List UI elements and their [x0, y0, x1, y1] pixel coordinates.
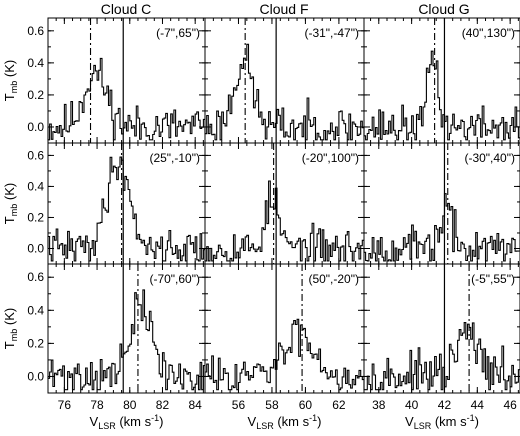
y-tick-label: 0.0	[27, 241, 44, 255]
x-axis-label-main: V	[405, 414, 414, 429]
x-axis-label-sup: -1	[309, 413, 317, 423]
spectrum-panel: (-5",55") 38 40 42 44 46	[363, 263, 520, 412]
position-label: (-30",40")	[464, 151, 515, 165]
spectrum-panel: (25",-10") 0.0 0.2 0.4 0.6	[27, 142, 206, 265]
x-axis-label-unit: (km s	[116, 414, 152, 429]
spectrum-trace	[204, 43, 364, 141]
y-tick-label: 0.6	[27, 24, 44, 38]
y-axis-label-sub: mb	[9, 81, 19, 94]
position-label: (-7",65")	[156, 26, 200, 40]
position-label: (50",-20")	[308, 272, 359, 286]
y-axis-label: Tmb (K)	[2, 308, 19, 349]
position-label: (-70",60")	[149, 272, 200, 286]
x-axis-label-main: V	[90, 414, 99, 429]
x-axis-label-sub: LSR	[414, 421, 432, 431]
x-axis-label: VLSR (km s-1)	[248, 413, 322, 431]
position-label: (40",130")	[462, 26, 515, 40]
spectrum-trace	[47, 289, 205, 391]
x-tick-label: 60	[299, 398, 313, 412]
x-tick-label: 46	[503, 398, 517, 412]
x-tick-label: 78	[90, 398, 104, 412]
y-axis-label: Tmb (K)	[2, 183, 19, 224]
x-tick-label: 76	[58, 398, 72, 412]
spectrum-trace	[204, 180, 364, 262]
x-tick-label: 84	[189, 398, 203, 412]
y-axis-label-main: T	[2, 216, 17, 224]
column-titles: Cloud C Cloud F Cloud G	[101, 1, 470, 17]
y-axis-label-sub: mb	[9, 329, 19, 342]
spectrum-trace	[363, 50, 520, 141]
x-axis-label: VLSR (km s-1)	[405, 413, 479, 431]
position-label: (-31",-47")	[304, 26, 359, 40]
spectrum-trace	[204, 318, 364, 391]
x-tick-label: 56	[232, 398, 246, 412]
spectrum-panel: (50",-20") 56 58 60 62	[204, 263, 365, 412]
column-title-cloud-f: Cloud F	[259, 1, 308, 17]
column-title-cloud-c: Cloud C	[101, 1, 152, 17]
x-axis-label-sup: -1	[151, 413, 159, 423]
y-axis-label-main: T	[2, 341, 17, 349]
x-tick-label: 80	[123, 398, 137, 412]
spectrum-panel: (-20",100")	[204, 142, 365, 265]
x-axis-label: VLSR (km s-1)	[90, 413, 164, 431]
x-axis-label-end: )	[159, 414, 163, 429]
x-tick-label: 38	[372, 398, 386, 412]
panel-frame	[363, 263, 520, 394]
spectrum-panel: (-7",65") 0.0 0.2 0.4 0.6	[27, 17, 206, 144]
y-axis-label-unit: (K)	[2, 308, 17, 329]
y-tick-label: 0.0	[27, 369, 44, 383]
x-tick-label: 58	[265, 398, 279, 412]
spectrum-panel: (-30",40")	[363, 142, 520, 265]
spectrum-trace	[363, 193, 520, 262]
x-axis-label-unit: (km s	[431, 414, 467, 429]
x-tick-label: 62	[332, 398, 346, 412]
x-axis-labels: VLSR (km s-1) VLSR (km s-1) VLSR (km s-1)	[90, 413, 479, 431]
x-axis-label-unit: (km s	[274, 414, 310, 429]
x-tick-label: 82	[156, 398, 170, 412]
x-axis-label-end: )	[475, 414, 479, 429]
spectrum-panel: (40",130")	[363, 17, 520, 144]
spectrum-trace	[363, 322, 520, 391]
spectrum-panel: (-31",-47")	[204, 17, 365, 144]
x-tick-label: 40	[405, 398, 419, 412]
x-axis-label-main: V	[248, 414, 257, 429]
y-axis-label-main: T	[2, 93, 17, 101]
position-label: (-20",100")	[302, 151, 359, 165]
y-tick-label: 0.6	[27, 270, 44, 284]
column-title-cloud-g: Cloud G	[418, 1, 469, 17]
position-label: (25",-10")	[149, 151, 200, 165]
spectrum-panels: (-7",65") 0.0 0.2 0.4 0.6 (-31",-47") (40",130…	[27, 17, 520, 412]
y-axis-labels: Tmb (K)Tmb (K)Tmb (K)	[2, 60, 19, 349]
y-axis-label: Tmb (K)	[2, 60, 19, 101]
y-axis-label-sub: mb	[9, 204, 19, 217]
y-axis-label-unit: (K)	[2, 60, 17, 81]
y-tick-label: 0.4	[27, 179, 44, 193]
y-tick-label: 0.4	[27, 56, 44, 70]
spectrum-trace	[47, 156, 205, 262]
y-tick-label: 0.4	[27, 303, 44, 317]
spectrum-trace	[47, 57, 205, 141]
x-tick-label: 44	[471, 398, 485, 412]
y-tick-label: 0.2	[27, 88, 44, 102]
y-tick-label: 0.6	[27, 148, 44, 162]
x-axis-label-end: )	[317, 414, 321, 429]
y-tick-label: 0.2	[27, 210, 44, 224]
y-tick-label: 0.0	[27, 120, 44, 134]
x-tick-label: 42	[438, 398, 452, 412]
x-axis-label-sup: -1	[467, 413, 475, 423]
position-label: (-5",55")	[471, 272, 515, 286]
y-axis-label-unit: (K)	[2, 183, 17, 204]
spectrum-panel: (-70",60") 0.0 0.2 0.4 0.6 76 78 80 82 84	[27, 263, 206, 412]
y-tick-label: 0.2	[27, 336, 44, 350]
x-axis-label-sub: LSR	[256, 421, 274, 431]
x-axis-label-sub: LSR	[98, 421, 116, 431]
